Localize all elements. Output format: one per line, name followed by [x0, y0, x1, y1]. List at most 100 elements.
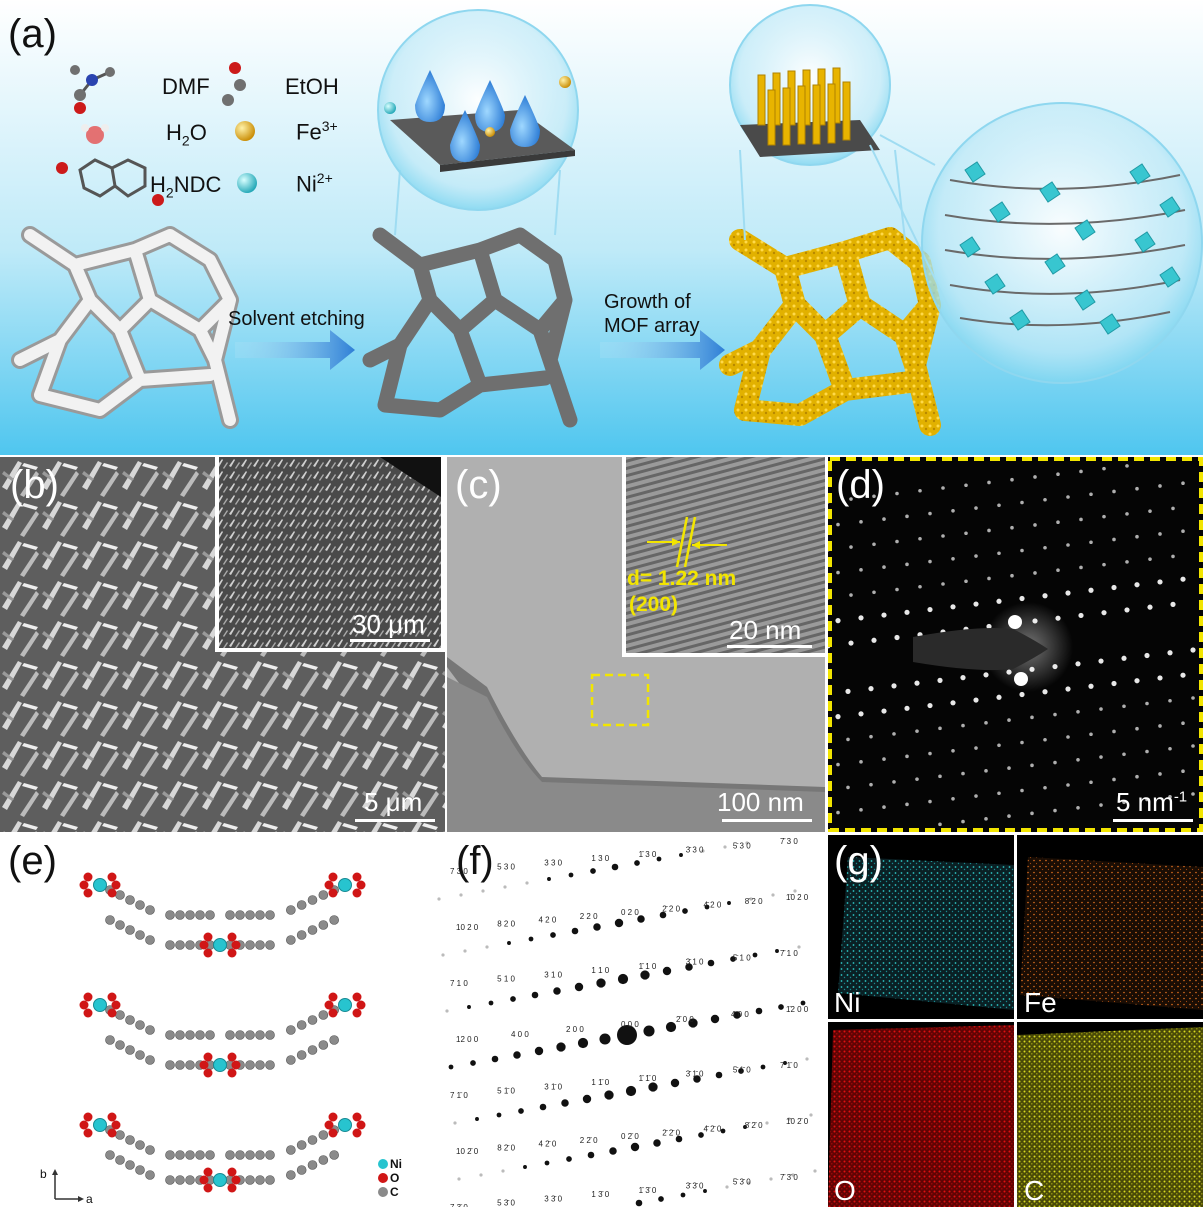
oxygen-atom [324, 1120, 334, 1130]
diffraction-spot [1030, 763, 1034, 768]
diffraction-spot [1171, 554, 1175, 559]
diffraction-spot [894, 634, 900, 641]
simulated-spot [523, 1165, 527, 1169]
carbon-atom [175, 1060, 185, 1070]
simulated-spot [769, 1177, 773, 1181]
simulated-spot [730, 956, 736, 962]
diffraction-spot [895, 587, 899, 592]
d-spacing-label: d= 1.22 nm [627, 567, 737, 590]
panel-b-label: (b) [10, 463, 59, 507]
diffraction-spot [1019, 691, 1025, 698]
simulated-spot [701, 849, 705, 853]
diffraction-spot [987, 576, 991, 581]
diffraction-spot [973, 697, 979, 703]
reagent-ni: Ni2+ [296, 170, 333, 197]
diffraction-spot [964, 483, 968, 488]
miller-index-label: 1̄ 1̄ 0 [639, 1074, 657, 1083]
reagent-h2o: H2O [166, 120, 207, 148]
simulated-spot [752, 952, 758, 958]
diffraction-spot [1088, 683, 1094, 689]
simulated-spot [593, 923, 601, 931]
carbon-atom [135, 1020, 145, 1030]
simulated-spot [685, 963, 693, 971]
diffraction-spot [1147, 604, 1153, 610]
carbon-atom [115, 1130, 125, 1140]
carbon-atom [115, 1040, 125, 1050]
diffraction-spot [973, 601, 979, 607]
diffraction-spot [1089, 732, 1093, 737]
simulated-spot [791, 1173, 795, 1177]
legend-c: C [378, 1185, 402, 1199]
diffraction-spot [1171, 506, 1175, 511]
fe-sup: 3+ [321, 118, 338, 134]
diffraction-spot [1181, 529, 1185, 533]
simulated-spot [574, 982, 584, 992]
panel-a: (a) DMF EtOH H2O Fe3+ H2NDC Ni2+ Solvent… [0, 0, 1203, 455]
diffraction-spot [882, 805, 886, 809]
oxygen-atom [328, 1128, 338, 1138]
map-o-label: O [834, 1175, 856, 1206]
oxygen-atom [83, 992, 93, 1002]
h2ndc-h: H [150, 172, 166, 197]
simulated-spot [635, 1199, 643, 1207]
diffraction-spot [895, 491, 899, 496]
legend-o-text: O [390, 1171, 400, 1185]
sem-image [0, 457, 445, 832]
oxygen-atom [203, 1068, 213, 1078]
simulated-spot [599, 1033, 611, 1045]
simulated-spot [539, 1103, 547, 1111]
simulated-spot [787, 1117, 791, 1121]
miller-index-label: 0 2̄ 0 [621, 1132, 639, 1141]
diffraction-spot [1042, 689, 1048, 695]
diffraction-spot [1135, 534, 1139, 539]
simulated-spot [507, 941, 511, 945]
diffraction-spot [927, 606, 933, 613]
map-c-label: C [1024, 1175, 1045, 1206]
diffraction-spot [1066, 735, 1070, 739]
carbon-atom [235, 1150, 245, 1160]
miller-index-label: 3 1 0 [544, 970, 562, 979]
miller-index-label: 2 2 0 [580, 912, 598, 921]
diffraction-spot [1134, 678, 1140, 684]
miller-index-label: 2̄ 0 0 [676, 1015, 694, 1024]
carbon-atom [307, 925, 318, 935]
oxygen-atom [107, 1008, 117, 1018]
diffraction-spot [1007, 814, 1011, 818]
diffraction-spot [1089, 780, 1093, 785]
diffraction-spot [881, 708, 887, 714]
diffraction-spot [1056, 568, 1060, 572]
carbon-atom [318, 1155, 329, 1165]
diffraction-spot [1066, 543, 1070, 547]
diffraction-spot [858, 711, 864, 717]
simulated-spot [582, 1094, 592, 1104]
diffraction-spot [1167, 650, 1173, 656]
diffraction-spot [951, 509, 955, 513]
grey-etched-scaffold [362, 227, 578, 428]
oxygen-atom [352, 872, 362, 882]
carbon-atom [225, 1030, 235, 1040]
diffraction-spot [960, 675, 966, 681]
step-solvent-etching: Solvent etching [228, 308, 365, 330]
simulated-spot [445, 1009, 449, 1013]
diffraction-spot [984, 721, 988, 725]
simulated-spot [793, 889, 797, 893]
diffraction-spot [1098, 658, 1104, 664]
simulated-spot [805, 1057, 809, 1061]
simulated-spot [568, 872, 574, 878]
panel-a-illustration [0, 0, 1203, 455]
carbon-atom [145, 1170, 155, 1180]
diffraction-spot [997, 503, 1001, 508]
arrow-2 [600, 330, 725, 370]
simulated-spot [704, 904, 710, 910]
miller-index-label: 5 3 0 [497, 863, 515, 872]
miller-index-label: 4 2 0 [539, 916, 557, 925]
diffraction-spot [964, 531, 968, 536]
diffraction-spot [858, 615, 864, 621]
panel-g-label: (g) [834, 839, 883, 883]
simulated-spot [703, 1189, 707, 1193]
carbon-atom [185, 1175, 195, 1185]
oxygen-atom [328, 992, 338, 1002]
simulated-spot [634, 860, 640, 866]
carbon-atom [125, 1160, 135, 1170]
ni-sup: 2+ [316, 170, 333, 186]
